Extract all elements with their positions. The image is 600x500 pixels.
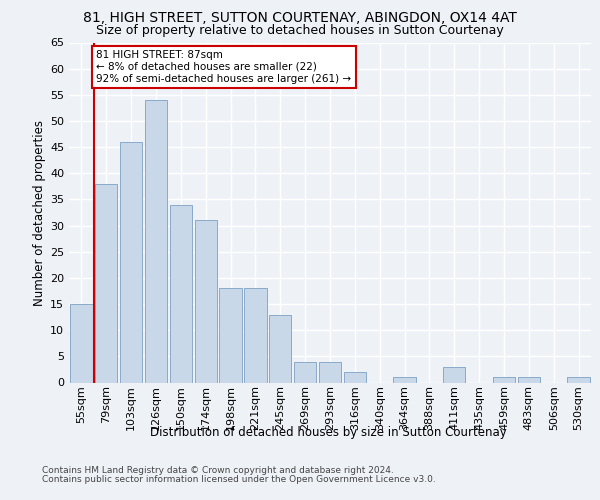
Y-axis label: Number of detached properties: Number of detached properties xyxy=(33,120,46,306)
Text: Contains HM Land Registry data © Crown copyright and database right 2024.: Contains HM Land Registry data © Crown c… xyxy=(42,466,394,475)
Bar xyxy=(194,220,217,382)
Text: Contains public sector information licensed under the Open Government Licence v3: Contains public sector information licen… xyxy=(42,475,436,484)
Bar xyxy=(443,367,466,382)
Text: Distribution of detached houses by size in Sutton Courtenay: Distribution of detached houses by size … xyxy=(151,426,507,439)
Bar xyxy=(220,288,242,382)
Bar xyxy=(120,142,142,382)
Text: Size of property relative to detached houses in Sutton Courtenay: Size of property relative to detached ho… xyxy=(96,24,504,37)
Bar xyxy=(568,378,590,382)
Bar xyxy=(518,378,540,382)
Bar xyxy=(269,314,292,382)
Bar xyxy=(145,100,167,382)
Bar xyxy=(394,378,416,382)
Bar xyxy=(344,372,366,382)
Bar xyxy=(294,362,316,382)
Bar xyxy=(170,204,192,382)
Bar xyxy=(95,184,118,382)
Bar xyxy=(493,378,515,382)
Bar xyxy=(319,362,341,382)
Text: 81 HIGH STREET: 87sqm
← 8% of detached houses are smaller (22)
92% of semi-detac: 81 HIGH STREET: 87sqm ← 8% of detached h… xyxy=(97,50,352,84)
Bar xyxy=(70,304,92,382)
Text: 81, HIGH STREET, SUTTON COURTENAY, ABINGDON, OX14 4AT: 81, HIGH STREET, SUTTON COURTENAY, ABING… xyxy=(83,11,517,25)
Bar xyxy=(244,288,266,382)
